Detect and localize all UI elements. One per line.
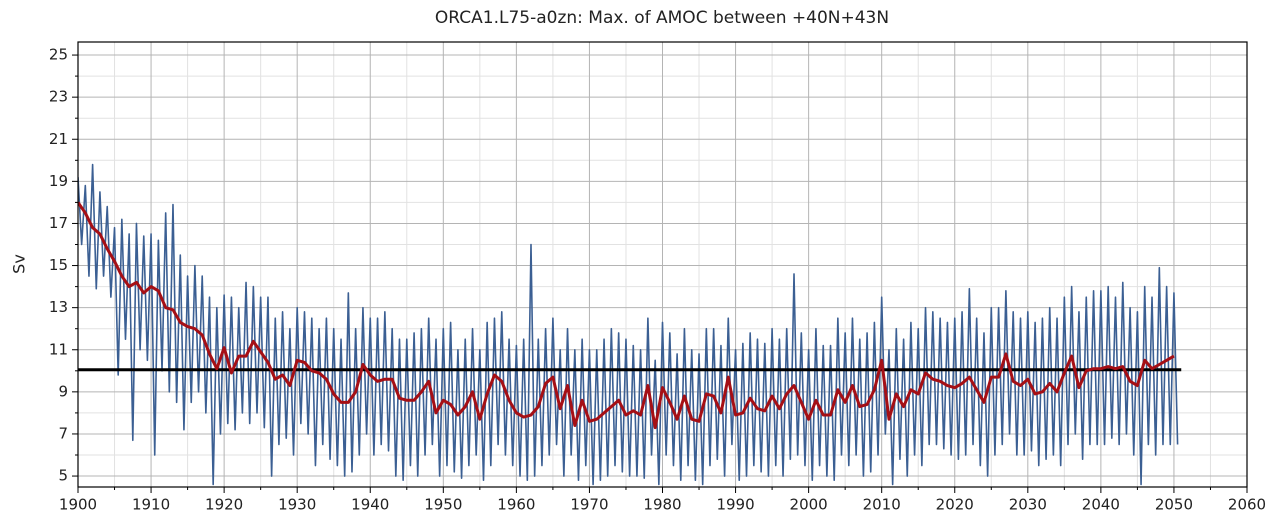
series-line <box>78 201 1175 430</box>
y-tick-label: 9 <box>58 382 68 400</box>
y-tick-label: 25 <box>49 46 68 64</box>
x-tick-label: 1950 <box>424 496 462 514</box>
x-tick-label: 1970 <box>570 496 608 514</box>
y-tick-label: 15 <box>49 256 68 274</box>
y-axis-label: Sv <box>10 254 29 274</box>
x-tick-label: 2020 <box>936 496 974 514</box>
y-tick-label: 17 <box>49 214 68 232</box>
x-tick-label: 2050 <box>1155 496 1193 514</box>
x-tick-label: 1920 <box>205 496 243 514</box>
axes: 1900 1910 1920 1930 1940 1950 1960 1970 1980 1990… <box>49 46 1266 514</box>
x-tick-label: 1990 <box>716 496 754 514</box>
x-tick-label: 1910 <box>132 496 170 514</box>
plot-area <box>78 163 1182 486</box>
chart-title: ORCA1.L75-a0zn: Max. of AMOC between +40… <box>435 8 889 28</box>
y-tick-label: 5 <box>58 467 68 485</box>
y-tick-label: 7 <box>58 424 68 442</box>
y-tick-label: 23 <box>49 88 68 106</box>
x-tick-label: 1930 <box>278 496 316 514</box>
y-tick-label: 11 <box>49 340 68 358</box>
x-tick-label: 2010 <box>863 496 901 514</box>
x-tick-label: 2060 <box>1228 496 1266 514</box>
x-tick-label: 2040 <box>1082 496 1120 514</box>
x-tick-label: 2000 <box>790 496 828 514</box>
grid <box>77 42 1248 487</box>
y-tick-label: 13 <box>49 298 68 316</box>
series-line <box>78 163 1179 486</box>
x-tick-label: 1900 <box>59 496 97 514</box>
x-tick-label: 1940 <box>351 496 389 514</box>
y-tick-label: 19 <box>49 172 68 190</box>
x-tick-label: 1980 <box>643 496 681 514</box>
y-tick-label: 21 <box>49 130 68 148</box>
x-tick-label: 2030 <box>1009 496 1047 514</box>
x-tick-label: 1960 <box>497 496 535 514</box>
